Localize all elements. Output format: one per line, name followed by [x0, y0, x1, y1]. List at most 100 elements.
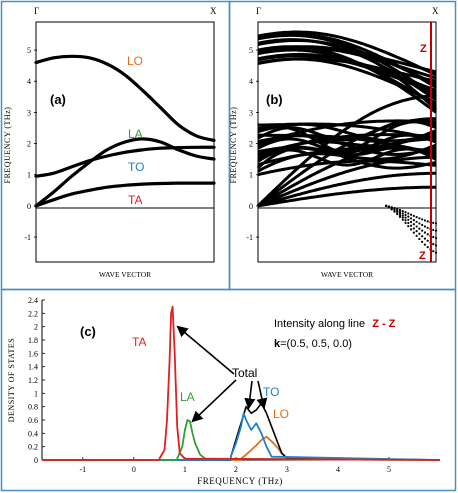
panel-a-ytick: 1: [27, 171, 31, 180]
panel-b-ytick: 3: [249, 108, 253, 117]
panel-c-ytick-labels: 0 0.2 0.4 0.6 0.8 1 1.2 1.4 1.6 1.8 2 2.2 2.4: [28, 296, 45, 465]
panel-b-unstable-point: [423, 219, 427, 222]
panel-a-branches: [34, 54, 216, 208]
panel-b-unstable-point: [432, 228, 435, 232]
panel-a-ytick: 3: [27, 108, 31, 117]
panel-b-ytick: 2: [249, 140, 253, 149]
panel-c-la-label: LA: [180, 390, 195, 404]
panel-b-unstable-point: [412, 214, 415, 218]
panel-b-unstable-point: [418, 227, 421, 230]
dos-curve-la: [42, 419, 441, 461]
panel-a-la-label: LA: [128, 127, 143, 141]
panel-b-band: [257, 185, 436, 208]
panel-b-unstable-point: [407, 218, 410, 221]
panel-b-x-label-top: X: [432, 6, 439, 16]
panel-b-unstable-point: [409, 228, 413, 231]
panel-c-k-bold: k: [274, 338, 281, 350]
panel-c-k-value: =(0.5, 0.5, 0.0): [280, 338, 352, 350]
panel-b-unstable-point: [418, 222, 421, 225]
panel-c-k-vector: k=(0.5, 0.5, 0.0): [274, 338, 352, 350]
panel-b-unstable-point: [423, 225, 427, 228]
panel-c-ytick: 1.6: [28, 349, 38, 358]
panel-b-unstable-point: [426, 239, 429, 242]
panel-b-unstable-point: [426, 226, 429, 229]
panel-b-ytick: 5: [249, 46, 253, 55]
panel-a-ytick: 5: [27, 46, 31, 55]
panel-c-ytick: 2.4: [28, 296, 38, 305]
panel-c-xtick: 4: [336, 465, 340, 474]
panel-b-unstable-point: [421, 218, 424, 221]
panel-b-band: [257, 45, 437, 74]
panel-b-unstable-point: [409, 220, 413, 224]
panel-b-tag: (b): [266, 92, 283, 107]
branch-lo: [34, 54, 216, 142]
panel-b-unstable-point: [434, 236, 438, 240]
panel-a-ytick-labels: 5 4 3 2 1 0 -1: [24, 46, 37, 242]
panel-b-unstable-point: [398, 214, 402, 217]
panel-b-unstable-point: [404, 213, 407, 217]
branch-la: [34, 137, 216, 208]
panel-b-unstable-point: [418, 232, 421, 235]
panel-b-unstable-point: [401, 216, 404, 219]
panel-b-unstable-point: [415, 230, 418, 233]
panel-b-band: [257, 159, 437, 177]
panel-b-unstable-point: [423, 231, 427, 234]
panel-b-unstable-point: [385, 204, 388, 207]
panel-b-unstable-point: [409, 224, 413, 227]
panel-c-ytick: 1: [34, 389, 38, 398]
panel-b-unstable-point: [421, 240, 424, 243]
panel-c-arrows: [176, 325, 268, 423]
panel-b-unstable-point: [432, 250, 435, 253]
panel-b-gamma-label: Γ: [256, 6, 261, 16]
panel-b-unstable-point: [412, 231, 415, 234]
panel-b-z-top: Z: [420, 43, 427, 55]
panel-b-band: [257, 39, 437, 86]
panel-c-intensity-text: Intensity along line Z - Z: [274, 318, 396, 330]
panel-b-band: [257, 147, 437, 167]
panel-c-total-label: Total: [232, 366, 257, 380]
panel-b-unstable-point: [434, 244, 438, 247]
panel-c-xtick: 3: [285, 465, 289, 474]
panel-b-band: [256, 94, 437, 207]
panel-a-ytick: 0: [27, 202, 31, 211]
panel-c-ytick: 0.6: [28, 416, 38, 425]
panel-b-unstable-point: [432, 221, 435, 224]
panel-b: Γ X 5 4 3 2 1 0 -1 FREQUENCY (THz) WAVE VECTOR…: [229, 6, 439, 279]
panel-a-gamma-label: Γ: [34, 6, 39, 16]
panel-c-intensity-prefix: Intensity along line: [274, 318, 365, 330]
panel-c-xtick: 5: [387, 465, 391, 474]
panel-b-unstable-point: [412, 223, 415, 226]
panel-a-lo-label: LO: [127, 54, 143, 68]
panel-b-unstable-point: [432, 242, 435, 246]
panel-c-tag: (c): [80, 324, 96, 339]
dos-curve-ta: [42, 305, 441, 461]
panel-b-unstable-point: [409, 213, 413, 216]
panel-b-unstable-point: [415, 225, 418, 228]
frame-c: [0, 288, 457, 492]
panel-a-ta-label: TA: [128, 193, 142, 207]
panel-b-unstable-point: [418, 237, 421, 241]
panel-a: Γ X 5 4 3 2 1 0 -1 FREQUENCY (THz) WAVE VECTOR…: [3, 6, 217, 279]
panel-b-ytick: -1: [246, 233, 253, 242]
panel-c-xtick: 0: [132, 465, 136, 474]
panel-b-unstable-point: [415, 234, 418, 237]
arrow-total-to: [244, 380, 256, 410]
arrow-total-lo: [256, 380, 268, 410]
panel-a-ytick: 4: [27, 77, 31, 86]
panel-b-unstable-point: [426, 246, 429, 249]
panel-b-band: [257, 30, 437, 77]
panel-b-unstable-point: [434, 229, 438, 232]
panel-b-ytick: 0: [249, 202, 253, 211]
panel-b-unstable-point: [393, 210, 396, 213]
panel-b-band: [257, 57, 437, 83]
dos-curve-to: [42, 412, 441, 461]
panel-a-xlabel: WAVE VECTOR: [99, 270, 151, 279]
panel-b-unstable-point: [398, 215, 402, 218]
panel-a-tag: (a): [50, 92, 66, 107]
panel-a-ylabel: FREQUENCY (THz): [3, 107, 12, 184]
panel-a-ytick: 2: [27, 140, 31, 149]
panel-c-to-label: TO: [263, 385, 279, 399]
dos-curve-lo: [42, 435, 441, 461]
panel-b-unstable-point: [415, 216, 418, 219]
panel-b-unstable-point: [404, 216, 407, 219]
